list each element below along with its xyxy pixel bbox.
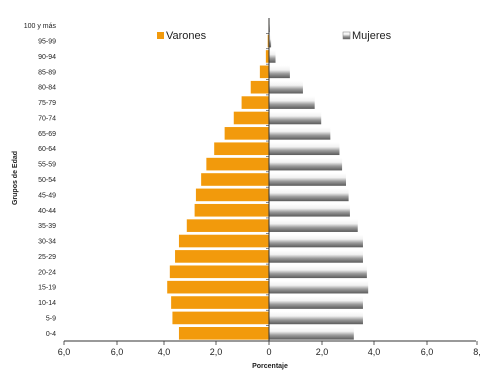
bar-varones-55-59 bbox=[206, 157, 269, 171]
bar-mujeres-80-84 bbox=[269, 80, 303, 94]
bars-group bbox=[167, 19, 369, 342]
bar-mujeres-10-14 bbox=[269, 296, 363, 309]
x-tick-label: 2,0 bbox=[210, 347, 223, 357]
legend-swatch-mujeres bbox=[342, 31, 351, 40]
bar-mujeres-15-19 bbox=[269, 280, 369, 294]
bar-mujeres-45-49 bbox=[269, 188, 349, 202]
y-tick-label: 5-9 bbox=[46, 315, 56, 322]
x-tick-label: 4,0 bbox=[158, 347, 171, 357]
bar-mujeres-30-34 bbox=[269, 234, 363, 248]
x-tick-label: 6,0 bbox=[58, 347, 71, 357]
x-tick-labels: 6,0 6,0 4,0 2,0 0 2,0 4,0 6,0 8, bbox=[58, 341, 480, 357]
bar-varones-75-79 bbox=[241, 96, 269, 109]
bar-mujeres-55-59 bbox=[269, 157, 343, 171]
legend-swatch-varones bbox=[157, 32, 164, 39]
bar-varones-60-64 bbox=[214, 142, 269, 156]
bar-varones-40-44 bbox=[194, 203, 269, 217]
bar-varones-95-99 bbox=[267, 34, 269, 48]
bar-varones-35-39 bbox=[186, 219, 269, 232]
bar-mujeres-60-64 bbox=[269, 142, 340, 156]
y-tick-label: 100 y más bbox=[24, 23, 57, 30]
y-tick-label: 50-54 bbox=[38, 177, 56, 184]
y-tick-label: 40-44 bbox=[38, 208, 56, 215]
y-tick-label: 25-29 bbox=[38, 254, 56, 261]
y-tick-label: 20-24 bbox=[38, 269, 56, 276]
x-tick-label: 2,0 bbox=[316, 347, 329, 357]
bar-mujeres-95-99 bbox=[269, 34, 272, 48]
bar-varones-20-24 bbox=[169, 265, 269, 279]
bar-mujeres-50-54 bbox=[269, 173, 346, 186]
legend-label-varones: Varones bbox=[166, 30, 207, 42]
bar-varones-50-54 bbox=[201, 173, 269, 186]
y-tick-labels: 0-4 5-9 10-14 15-19 20-24 25-29 30-34 35-39 40-4… bbox=[24, 23, 57, 338]
bar-mujeres-85-89 bbox=[269, 65, 290, 79]
bar-varones-15-19 bbox=[167, 280, 269, 294]
bar-mujeres-35-39 bbox=[269, 219, 358, 232]
bar-varones-10-14 bbox=[171, 296, 269, 309]
y-tick-label: 85-89 bbox=[38, 69, 56, 76]
bar-mujeres-25-29 bbox=[269, 250, 363, 263]
y-tick-label: 65-69 bbox=[38, 131, 56, 138]
x-tick-label: 0 bbox=[266, 347, 271, 357]
x-tick-label: 4,0 bbox=[368, 347, 381, 357]
y-tick-label: 70-74 bbox=[38, 115, 56, 122]
bar-varones-70-74 bbox=[233, 111, 269, 125]
y-tick-label: 15-19 bbox=[38, 285, 56, 292]
bar-varones-65-69 bbox=[224, 127, 269, 140]
bar-mujeres-20-24 bbox=[269, 265, 367, 279]
y-tick-label: 55-59 bbox=[38, 162, 56, 169]
legend-label-mujeres: Mujeres bbox=[352, 30, 392, 42]
y-axis-label: Grupos de Edad bbox=[12, 151, 19, 205]
y-tick-label: 90-94 bbox=[38, 54, 56, 61]
y-tick-label: 60-64 bbox=[38, 146, 56, 153]
bar-varones-90-94 bbox=[265, 50, 269, 63]
y-tick-label: 35-39 bbox=[38, 223, 56, 230]
bar-mujeres-40-44 bbox=[269, 203, 350, 217]
legend: Varones Mujeres bbox=[157, 30, 392, 42]
y-tick-label: 0-4 bbox=[46, 331, 56, 338]
y-tick-label: 30-34 bbox=[38, 239, 56, 246]
y-tick-label: 80-84 bbox=[38, 85, 56, 92]
y-tick-label: 10-14 bbox=[38, 300, 56, 307]
x-tick-label: 6,0 bbox=[421, 347, 434, 357]
bar-varones-25-29 bbox=[175, 250, 269, 263]
bar-varones-85-89 bbox=[259, 65, 269, 79]
bar-varones-30-34 bbox=[178, 234, 269, 248]
bar-mujeres-5-9 bbox=[269, 311, 363, 325]
bar-varones-0-4 bbox=[178, 327, 269, 340]
bar-varones-5-9 bbox=[172, 311, 269, 325]
bar-mujeres-75-79 bbox=[269, 96, 315, 109]
bar-varones-80-84 bbox=[250, 80, 269, 94]
y-tick-label: 45-49 bbox=[38, 192, 56, 199]
bar-mujeres-90-94 bbox=[269, 50, 276, 63]
x-tick-label: 6,0 bbox=[111, 347, 124, 357]
bar-varones-45-49 bbox=[195, 188, 269, 202]
bar-mujeres-0-4 bbox=[269, 327, 354, 340]
bar-mujeres-70-74 bbox=[269, 111, 322, 125]
bar-mujeres-65-69 bbox=[269, 127, 331, 140]
y-tick-label: 95-99 bbox=[38, 39, 56, 46]
y-tick-label: 75-79 bbox=[38, 100, 56, 107]
x-axis-label: Porcentaje bbox=[252, 363, 288, 370]
x-tick-label: 8, bbox=[473, 347, 480, 357]
